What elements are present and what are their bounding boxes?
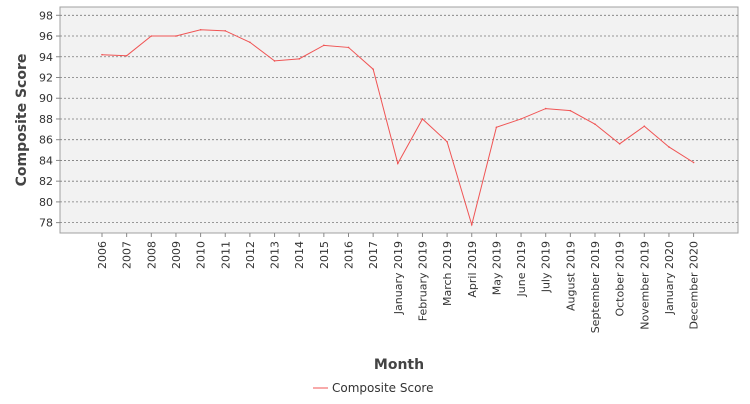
data-point (125, 54, 128, 57)
x-tick-label: January 2019 (392, 241, 405, 315)
x-tick-label: 2007 (121, 241, 134, 269)
x-tick-label: November 2019 (638, 241, 651, 330)
x-tick-label: September 2019 (589, 241, 602, 333)
data-point (372, 68, 374, 71)
y-tick-label: 86 (39, 134, 53, 147)
x-axis-title: Month (374, 357, 424, 373)
data-point (618, 143, 621, 145)
data-point (594, 123, 596, 125)
legend: Composite Score (313, 381, 433, 395)
y-tick-label: 96 (39, 30, 53, 43)
x-tick-label: 2014 (293, 241, 306, 269)
x-tick-label: October 2019 (614, 241, 627, 317)
x-tick-label: March 2019 (441, 241, 454, 306)
y-axis-title: Composite Score (14, 54, 30, 187)
y-tick-label: 98 (39, 9, 53, 22)
data-point (273, 60, 276, 62)
data-point (249, 41, 251, 44)
x-tick-label: 2008 (145, 241, 158, 269)
x-tick-label: August 2019 (564, 241, 577, 311)
data-point (446, 140, 448, 143)
data-point (668, 146, 670, 148)
x-tick-label: February 2019 (416, 241, 429, 321)
data-point (224, 30, 227, 32)
data-point (323, 44, 325, 47)
x-tick-label: 2017 (367, 241, 380, 269)
data-point (470, 223, 473, 226)
x-tick-label: 2011 (219, 241, 232, 269)
y-tick-label: 78 (39, 217, 53, 230)
x-tick-label: 2013 (269, 241, 282, 269)
x-tick-label: July 2019 (540, 241, 553, 293)
x-tick-label: December 2020 (688, 241, 701, 330)
x-tick-label: 2016 (343, 241, 356, 269)
data-point (495, 126, 498, 129)
legend-label: Composite Score (332, 381, 433, 395)
x-tick-label: April 2019 (466, 241, 479, 298)
y-axis: 78 80 82 84 86 88 90 92 94 96 98 (39, 9, 60, 230)
data-point (347, 46, 350, 49)
data-point (397, 162, 399, 165)
y-tick-label: 80 (39, 196, 53, 209)
x-tick-label: 2012 (244, 241, 257, 269)
plot-area (59, 6, 739, 234)
data-point (643, 125, 646, 128)
series-layer (101, 29, 695, 227)
y-tick-label: 94 (39, 51, 53, 64)
x-tick-label: January 2020 (663, 241, 676, 315)
data-point (692, 161, 695, 164)
data-point (421, 118, 424, 120)
data-point (544, 107, 547, 110)
data-point (298, 58, 301, 60)
data-point (520, 118, 522, 120)
y-tick-label: 82 (39, 175, 53, 188)
y-tick-label: 84 (39, 154, 53, 167)
x-axis: 2006 2007 2008 2009 2010 2011 2012 2013 2014 2015… (96, 233, 701, 333)
y-tick-label: 88 (39, 113, 53, 126)
x-tick-label: 2010 (195, 241, 208, 269)
data-point (569, 109, 572, 112)
x-tick-label: 2009 (170, 241, 183, 269)
x-tick-label: June 2019 (515, 241, 528, 297)
data-point (175, 35, 177, 37)
data-point (199, 29, 202, 31)
x-tick-label: 2015 (318, 241, 331, 269)
y-tick-label: 90 (39, 92, 53, 105)
y-tick-label: 92 (39, 71, 53, 84)
x-tick-label: 2006 (96, 241, 109, 269)
data-point (150, 35, 153, 37)
x-tick-label: May 2019 (490, 241, 503, 295)
data-point (101, 53, 103, 56)
